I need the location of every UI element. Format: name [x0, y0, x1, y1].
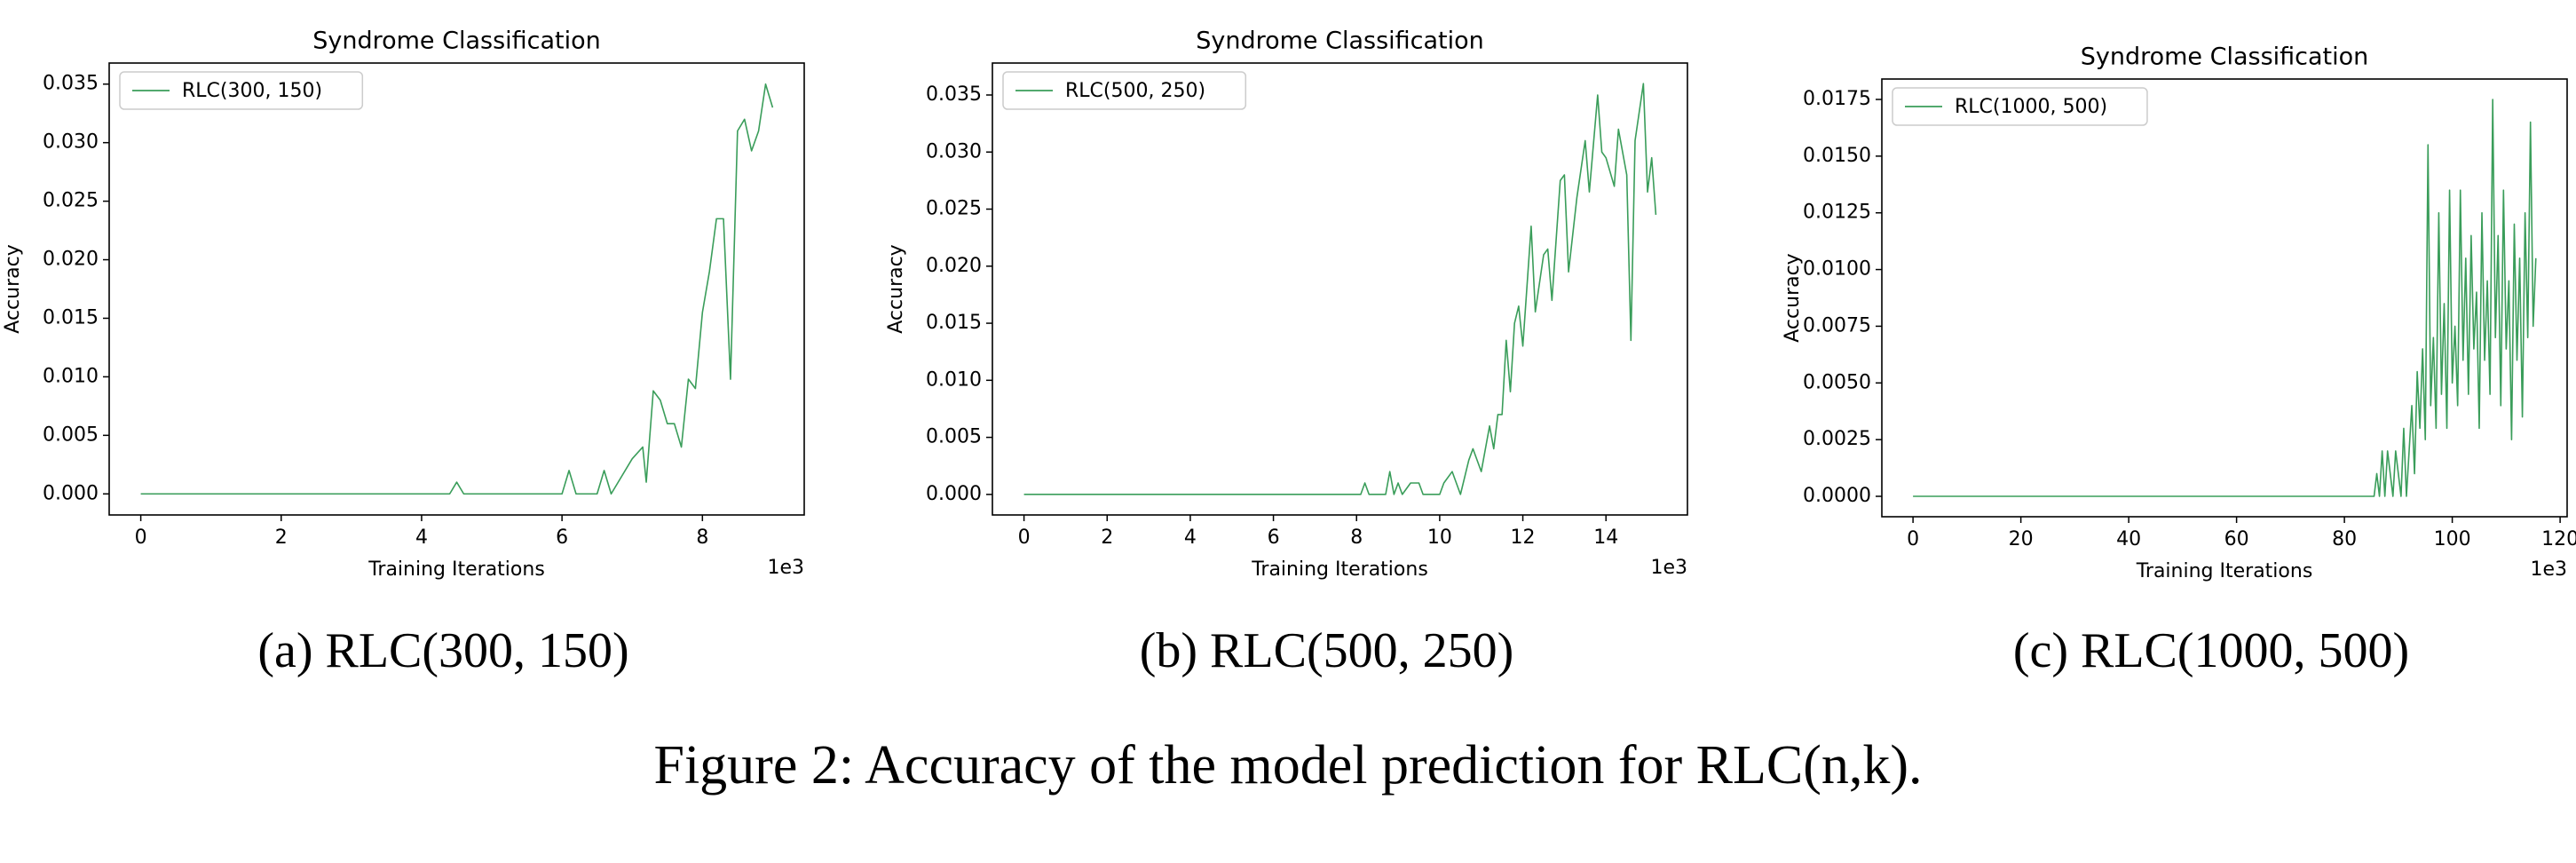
data-line — [1913, 99, 2537, 497]
x-tick-label: 8 — [1350, 527, 1363, 549]
x-offset-label: 1e3 — [1650, 557, 1687, 579]
y-tick-label: 0.020 — [43, 249, 99, 271]
x-tick-label: 8 — [696, 527, 708, 549]
x-tick-label: 60 — [2224, 528, 2249, 550]
y-tick-label: 0.0175 — [1803, 88, 1871, 110]
y-tick-label: 0.000 — [43, 482, 99, 504]
plot-frame — [1881, 78, 2568, 518]
chart-title: Syndrome Classification — [312, 28, 601, 55]
y-tick-label: 0.035 — [926, 83, 982, 106]
x-tick-label: 0 — [1018, 527, 1031, 549]
y-tick-label: 0.010 — [926, 368, 982, 391]
y-axis-label: Accuracy — [2, 244, 24, 333]
y-tick-label: 0.000 — [926, 483, 982, 505]
x-offset-label: 1e3 — [2530, 558, 2567, 581]
x-tick-label: 0 — [1907, 528, 1919, 550]
x-tick-label: 20 — [2009, 528, 2034, 550]
x-tick-label: 14 — [1593, 527, 1618, 549]
y-tick-label: 0.020 — [926, 255, 982, 277]
x-tick-label: 10 — [1427, 527, 1452, 549]
y-tick-label: 0.015 — [926, 312, 982, 334]
subcaption: (b) RLC(500, 250) — [1140, 623, 1514, 678]
legend-label: RLC(1000, 500) — [1955, 96, 2107, 118]
legend-box — [1002, 71, 1247, 110]
legend-box — [119, 71, 364, 110]
data-line — [1023, 83, 1657, 495]
y-axis-label: Accuracy — [1782, 253, 1804, 342]
x-tick-label: 2 — [275, 527, 288, 549]
y-tick-label: 0.0025 — [1803, 428, 1871, 450]
y-tick-label: 0.0100 — [1803, 258, 1871, 281]
legend-label: RLC(300, 150) — [182, 80, 322, 102]
x-tick-label: 2 — [1101, 527, 1113, 549]
subcaption: (a) RLC(300, 150) — [257, 623, 628, 678]
chart-title: Syndrome Classification — [1196, 28, 1484, 55]
x-tick-label: 40 — [2116, 528, 2141, 550]
plot-frame — [108, 62, 805, 516]
x-tick-label: 6 — [1268, 527, 1280, 549]
y-tick-label: 0.030 — [926, 140, 982, 162]
x-tick-label: 120 — [2541, 528, 2576, 550]
x-tick-label: 0 — [135, 527, 147, 549]
y-tick-label: 0.0050 — [1803, 371, 1871, 393]
legend-box — [1892, 87, 2148, 126]
legend-label: RLC(500, 250) — [1065, 80, 1205, 102]
x-axis-label: Training Iterations — [1251, 558, 1428, 581]
y-axis-label: Accuracy — [885, 244, 907, 333]
y-tick-label: 0.0125 — [1803, 202, 1871, 224]
data-line — [140, 83, 774, 495]
x-tick-label: 100 — [2434, 528, 2471, 550]
y-tick-label: 0.005 — [926, 426, 982, 448]
plot-frame — [992, 62, 1688, 516]
chart-title: Syndrome Classification — [2081, 44, 2369, 71]
y-tick-label: 0.0000 — [1803, 485, 1871, 507]
figure-caption: Figure 2: Accuracy of the model predicti… — [653, 735, 1922, 796]
y-tick-label: 0.005 — [43, 424, 99, 446]
y-tick-label: 0.0075 — [1803, 314, 1871, 336]
x-axis-label: Training Iterations — [2136, 560, 2313, 582]
y-tick-label: 0.025 — [43, 190, 99, 212]
x-tick-label: 4 — [415, 527, 428, 549]
y-tick-label: 0.0150 — [1803, 145, 1871, 167]
y-tick-label: 0.030 — [43, 131, 99, 154]
x-tick-label: 12 — [1511, 527, 1536, 549]
x-axis-label: Training Iterations — [367, 558, 545, 581]
y-tick-label: 0.025 — [926, 198, 982, 220]
x-offset-label: 1e3 — [767, 557, 804, 579]
y-tick-label: 0.015 — [43, 306, 99, 329]
y-tick-label: 0.010 — [43, 365, 99, 387]
x-tick-label: 80 — [2332, 528, 2357, 550]
subcaption: (c) RLC(1000, 500) — [2013, 623, 2409, 678]
y-tick-label: 0.035 — [43, 73, 99, 95]
x-tick-label: 4 — [1184, 527, 1197, 549]
x-tick-label: 6 — [556, 527, 568, 549]
